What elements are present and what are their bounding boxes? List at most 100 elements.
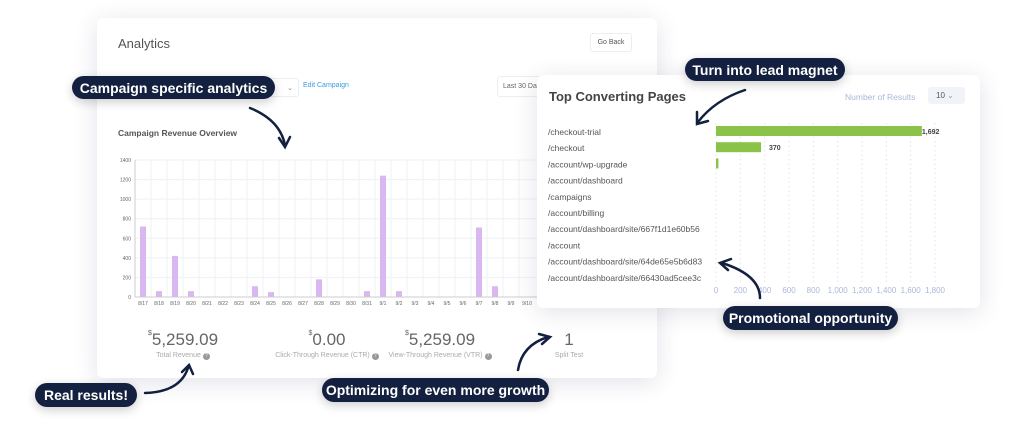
data-label: 370 (769, 145, 781, 152)
x-tick-label: 1,800 (925, 286, 946, 295)
x-tick-label: 600 (782, 286, 796, 295)
x-tick-label: 9/2 (396, 301, 403, 307)
x-tick-label: 8/23 (234, 301, 244, 307)
y-tick-label: 1000 (120, 197, 131, 203)
page-label: /account/dashboard/site/64de65e5b6d83 (548, 257, 702, 267)
x-tick-label: 1,600 (901, 286, 922, 295)
stat-label-text: Click-Through Revenue (CTR) (275, 352, 370, 359)
x-tick-label: 8/31 (362, 301, 372, 307)
y-tick-label: 400 (123, 256, 132, 262)
y-tick-label: 200 (123, 275, 132, 281)
x-tick-label: 9/10 (522, 301, 532, 307)
x-tick-label: 1,200 (852, 286, 873, 295)
bar (316, 279, 322, 297)
x-tick-label: 8/21 (202, 301, 212, 307)
x-tick-label: 9/3 (412, 301, 419, 307)
x-tick-label: 200 (734, 286, 748, 295)
x-tick-label: 9/6 (460, 301, 467, 307)
x-tick-label: 9/4 (428, 301, 435, 307)
x-tick-label: 9/5 (444, 301, 451, 307)
bar (364, 291, 370, 297)
bar (156, 291, 162, 297)
x-tick-label: 9/1 (380, 301, 387, 307)
page-label: /account/dashboard/site/667f1d1e60b56 (548, 224, 700, 234)
page-label: /account/wp-upgrade (548, 159, 628, 169)
stat-label-text: View-Through Revenue (VTR) (388, 352, 483, 359)
x-tick-label: 8/22 (218, 301, 228, 307)
y-tick-label: 1400 (120, 158, 131, 164)
page-label: /account/dashboard (548, 176, 623, 186)
bar (396, 291, 402, 297)
y-tick-label: 0 (128, 295, 131, 301)
stat-number: 5,259.09 (408, 330, 476, 349)
x-tick-label: 400 (758, 286, 772, 295)
x-tick-label: 8/26 (282, 301, 292, 307)
currency-symbol: $ (404, 330, 409, 337)
page-label: /campaigns (548, 192, 591, 202)
data-label: 1,692 (922, 129, 940, 136)
page-label: /account (548, 240, 581, 250)
bar (716, 142, 762, 153)
stat-label-text: Total Revenue (156, 352, 201, 359)
x-tick-label: 1,400 (876, 286, 897, 295)
bar (380, 175, 386, 297)
callout-campaign: Campaign specific analytics (72, 76, 275, 99)
bar (252, 286, 258, 297)
bar (268, 292, 274, 297)
go-back-button[interactable]: Go Back (590, 33, 632, 52)
callout-lead-magnet: Turn into lead magnet (685, 58, 845, 81)
x-tick-label: 8/30 (346, 301, 356, 307)
stat-value: 1 (489, 330, 649, 350)
callout-results: Real results! (35, 383, 137, 407)
x-tick-label: 0 (714, 286, 719, 295)
x-tick-label: 9/8 (492, 301, 499, 307)
callout-promo: Promotional opportunity (723, 306, 898, 330)
stat-value: $5,259.09 (103, 330, 263, 350)
revenue-chart: 0 200 400 600 800 1000 1200 1400 8/17 8/18 8/19 8/2… (120, 158, 537, 307)
y-tick-label: 600 (123, 236, 132, 242)
help-icon[interactable]: ? (202, 353, 210, 360)
help-icon[interactable]: ? (371, 353, 379, 360)
callout-optimizing: Optimizing for even more growth (322, 378, 549, 402)
stat-label-text: Split Test (554, 352, 584, 359)
y-tick-label: 800 (123, 217, 132, 223)
stat-value: $5,259.09 (360, 330, 520, 350)
stat-label: Total Revenue? (103, 352, 263, 360)
x-tick-label: 800 (807, 286, 821, 295)
x-tick-label: 8/18 (154, 301, 164, 307)
bar (140, 226, 146, 297)
pages-chart: 0 200 400 600 800 1,000 1,200 1,400 1,600 1,800/c… (548, 123, 946, 295)
x-tick-label: 8/20 (186, 301, 196, 307)
help-icon[interactable]: ? (484, 353, 492, 360)
x-tick-label: 8/25 (266, 301, 276, 307)
panel-title: Top Converting Pages (549, 89, 686, 104)
stat-number: 5,259.09 (151, 330, 219, 349)
x-tick-label: 8/29 (330, 301, 340, 307)
y-tick-label: 1200 (120, 178, 131, 184)
bar (492, 286, 498, 297)
x-tick-label: 8/27 (298, 301, 308, 307)
stat-label: Split Test (489, 352, 649, 359)
x-tick-label: 8/24 (250, 301, 260, 307)
x-tick-label: 9/9 (508, 301, 515, 307)
results-select[interactable]: 10 ⌄ (928, 87, 965, 104)
top-pages-panel: Top Converting Pages Number of Results 1… (537, 75, 980, 308)
chevron-down-icon: ⌄ (947, 91, 954, 100)
currency-symbol: $ (308, 330, 313, 337)
x-tick-label: 8/28 (314, 301, 324, 307)
x-tick-label: 8/17 (138, 301, 148, 307)
bar (716, 126, 922, 136)
bar (476, 227, 482, 297)
edit-campaign-link[interactable]: Edit Campaign (303, 82, 349, 89)
x-tick-label: 8/19 (170, 301, 180, 307)
bar (716, 158, 719, 169)
bar (188, 291, 194, 297)
page-label: /account/dashboard/site/66430ad5cee3c (548, 273, 702, 283)
stat-value: $0.00 (247, 330, 407, 350)
x-tick-label: 9/7 (476, 301, 483, 307)
stat-number: 0.00 (312, 330, 346, 349)
results-value: 10 (936, 91, 945, 100)
page-label: /checkout-trial (548, 127, 601, 137)
stat-label: Click-Through Revenue (CTR)? (247, 352, 407, 360)
chevron-down-icon: ⌄ (287, 85, 293, 92)
